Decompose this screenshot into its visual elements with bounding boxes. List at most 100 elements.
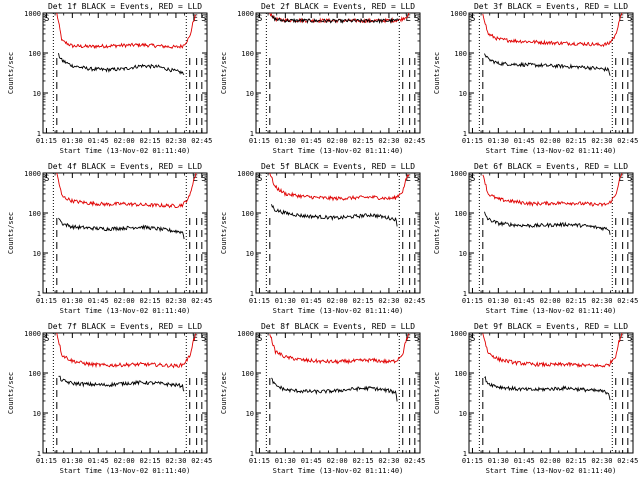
x-tick-label: 02:00 xyxy=(327,137,348,145)
plot-frame xyxy=(255,12,421,134)
x-tick-label: 02:45 xyxy=(191,297,212,305)
x-tick-label: 02:15 xyxy=(352,297,373,305)
chart-panel-2: Det 2f BLACK = Events, RED = LLD Counts/s… xyxy=(220,2,425,155)
y-tick-label: 1 xyxy=(37,450,41,458)
series-lld-line xyxy=(269,173,410,202)
x-axis-label: Start Time (13-Nov-02 01:11:40) xyxy=(273,147,404,155)
y-tick-label: 10 xyxy=(459,410,467,418)
marker-letter: E xyxy=(618,174,623,184)
y-tick-label: 1 xyxy=(250,290,254,298)
y-tick-label: 1 xyxy=(463,130,467,138)
y-axis-label: Counts/sec xyxy=(7,52,15,94)
x-tick-label: 01:45 xyxy=(514,297,535,305)
plot-frame xyxy=(468,172,634,294)
x-tick-label: 01:15 xyxy=(249,297,270,305)
chart-panel-3: Det 3f BLACK = Events, RED = LLD Counts/s… xyxy=(433,2,638,155)
chart-panel-1: Det 1f BLACK = Events, RED = LLD Counts/s… xyxy=(7,2,212,155)
x-tick-label: 01:15 xyxy=(36,297,57,305)
x-tick-label: 01:45 xyxy=(514,137,535,145)
y-axis-label: Counts/sec xyxy=(433,372,441,414)
series-events-line xyxy=(484,53,611,76)
x-axis-label: Start Time (13-Nov-02 01:11:40) xyxy=(60,307,191,315)
x-tick-label: 01:45 xyxy=(301,297,322,305)
y-tick-label: 100 xyxy=(28,50,41,58)
x-tick-label: 02:00 xyxy=(114,457,135,465)
y-tick-label: 1000 xyxy=(237,330,254,338)
x-tick-label: 02:15 xyxy=(565,297,586,305)
series-lld-line xyxy=(56,12,197,50)
y-tick-label: 1000 xyxy=(450,10,467,18)
x-tick-label: 01:15 xyxy=(249,457,270,465)
y-tick-label: 10 xyxy=(459,250,467,258)
x-tick-label: 02:15 xyxy=(565,457,586,465)
y-tick-label: 100 xyxy=(241,50,254,58)
chart-panel-7: Det 7f BLACK = Events, RED = LLD Counts/s… xyxy=(7,322,212,475)
y-tick-label: 10 xyxy=(246,250,254,258)
marker-letter: S xyxy=(257,14,262,24)
marker-letter: E xyxy=(405,334,410,344)
marker-letter: S xyxy=(414,334,419,344)
x-tick-label: 02:30 xyxy=(378,297,399,305)
marker-letter: E xyxy=(618,14,623,24)
x-tick-label: 01:45 xyxy=(301,137,322,145)
marker-letter: S xyxy=(201,174,206,184)
x-tick-label: 02:00 xyxy=(327,457,348,465)
series-lld-line xyxy=(269,333,410,365)
x-tick-label: 02:30 xyxy=(165,457,186,465)
x-tick-label: 02:45 xyxy=(617,137,638,145)
x-tick-label: 02:15 xyxy=(139,297,160,305)
y-axis-label: Counts/sec xyxy=(220,52,228,94)
y-tick-label: 10 xyxy=(459,90,467,98)
series-events-line xyxy=(484,211,611,235)
x-tick-label: 02:00 xyxy=(114,137,135,145)
plot-frame xyxy=(255,332,421,454)
y-tick-label: 1000 xyxy=(24,330,41,338)
chart-title: Det 6f BLACK = Events, RED = LLD xyxy=(474,162,628,171)
x-tick-label: 02:30 xyxy=(378,137,399,145)
marker-letter: S xyxy=(44,174,49,184)
y-tick-label: 100 xyxy=(454,370,467,378)
x-tick-label: 02:15 xyxy=(139,457,160,465)
x-tick-label: 02:15 xyxy=(352,137,373,145)
marker-letter: S xyxy=(414,174,419,184)
y-tick-label: 10 xyxy=(33,90,41,98)
x-tick-label: 01:15 xyxy=(462,137,483,145)
x-tick-label: 02:30 xyxy=(165,297,186,305)
y-tick-label: 10 xyxy=(246,410,254,418)
marker-letter: E xyxy=(192,174,197,184)
marker-letter: E xyxy=(192,334,197,344)
chart-title: Det 2f BLACK = Events, RED = LLD xyxy=(261,2,415,11)
chart-title: Det 4f BLACK = Events, RED = LLD xyxy=(48,162,202,171)
chart-panel-5: Det 5f BLACK = Events, RED = LLD Counts/s… xyxy=(220,162,425,315)
x-tick-label: 02:15 xyxy=(352,457,373,465)
x-tick-label: 01:30 xyxy=(62,297,83,305)
marker-letter: E xyxy=(405,14,410,24)
y-tick-label: 100 xyxy=(28,210,41,218)
x-tick-label: 02:45 xyxy=(191,457,212,465)
y-tick-label: 100 xyxy=(454,210,467,218)
y-tick-label: 1000 xyxy=(24,170,41,178)
y-tick-label: 1 xyxy=(37,290,41,298)
x-tick-label: 01:30 xyxy=(62,137,83,145)
y-tick-label: 1000 xyxy=(237,10,254,18)
x-tick-label: 01:45 xyxy=(88,457,109,465)
x-tick-label: 01:15 xyxy=(462,297,483,305)
x-axis-label: Start Time (13-Nov-02 01:11:40) xyxy=(486,467,617,475)
x-tick-label: 02:30 xyxy=(591,297,612,305)
x-tick-label: 01:30 xyxy=(488,137,509,145)
marker-letter: S xyxy=(627,14,632,24)
series-lld-line xyxy=(482,332,623,369)
x-axis-label: Start Time (13-Nov-02 01:11:40) xyxy=(273,307,404,315)
plot-frame xyxy=(255,172,421,294)
y-axis-label: Counts/sec xyxy=(220,212,228,254)
y-axis-label: Counts/sec xyxy=(7,212,15,254)
x-tick-label: 02:15 xyxy=(565,137,586,145)
x-tick-label: 02:45 xyxy=(404,297,425,305)
marker-letter: E xyxy=(405,174,410,184)
marker-letter: E xyxy=(618,334,623,344)
x-tick-label: 01:30 xyxy=(275,137,296,145)
marker-letter: S xyxy=(201,14,206,24)
x-axis-label: Start Time (13-Nov-02 01:11:40) xyxy=(60,467,191,475)
chart-panel-8: Det 8f BLACK = Events, RED = LLD Counts/s… xyxy=(220,322,425,475)
